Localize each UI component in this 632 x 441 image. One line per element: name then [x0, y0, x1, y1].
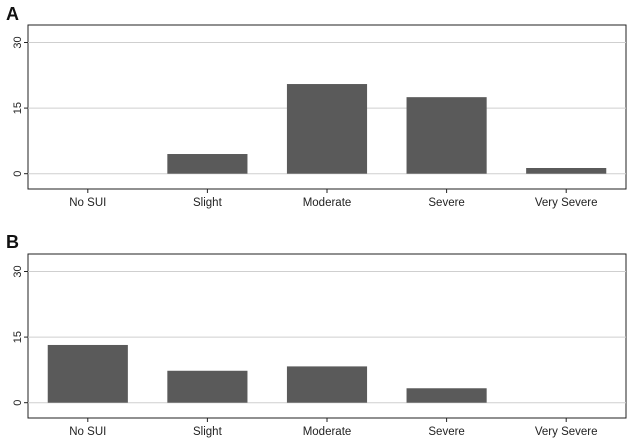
- panel-a-y-tick-label: 15: [12, 102, 24, 114]
- panel-a-category-label: Slight: [193, 197, 223, 209]
- panel-b-bar-severe: [406, 388, 487, 403]
- panel-b-bar-slight: [167, 370, 248, 403]
- panel-a-bar-severe: [406, 97, 487, 174]
- panel-b-category-label: Slight: [193, 426, 223, 438]
- panel-a-y-tick-label: 30: [12, 36, 24, 48]
- panel-a-category-label: Severe: [428, 197, 464, 209]
- panel-a-bar-very-severe: [526, 168, 607, 174]
- panel-a-category-label: No SUI: [69, 197, 106, 209]
- panel-a-bar-slight: [167, 154, 248, 174]
- panel-a-category-label: Very Severe: [535, 197, 598, 209]
- panel-a: A 0 15 30 No SUI Slight Moderate Severe Very Se…: [6, 4, 627, 209]
- panel-b-category-label: Very Severe: [535, 426, 598, 438]
- panel-b-y-tick-label: 30: [12, 265, 24, 277]
- panel-b-y-tick-label: 0: [12, 400, 24, 406]
- panel-b: B 0 15 30 No SUI Slight Moderate Severe Very Se…: [6, 232, 627, 438]
- panel-b-category-label: Moderate: [303, 426, 352, 438]
- panel-b-y-tick-label: 15: [12, 331, 24, 343]
- panel-b-category-label: No SUI: [69, 426, 106, 438]
- panel-b-category-label: Severe: [428, 426, 464, 438]
- panel-a-bar-moderate: [286, 84, 368, 174]
- panel-a-letter: A: [6, 4, 19, 24]
- panel-a-category-label: Moderate: [303, 197, 352, 209]
- panel-b-bar-moderate: [286, 366, 368, 403]
- panel-b-letter: B: [6, 232, 19, 252]
- panel-b-bar-no-sui: [47, 344, 128, 403]
- panel-a-y-tick-label: 0: [12, 171, 24, 177]
